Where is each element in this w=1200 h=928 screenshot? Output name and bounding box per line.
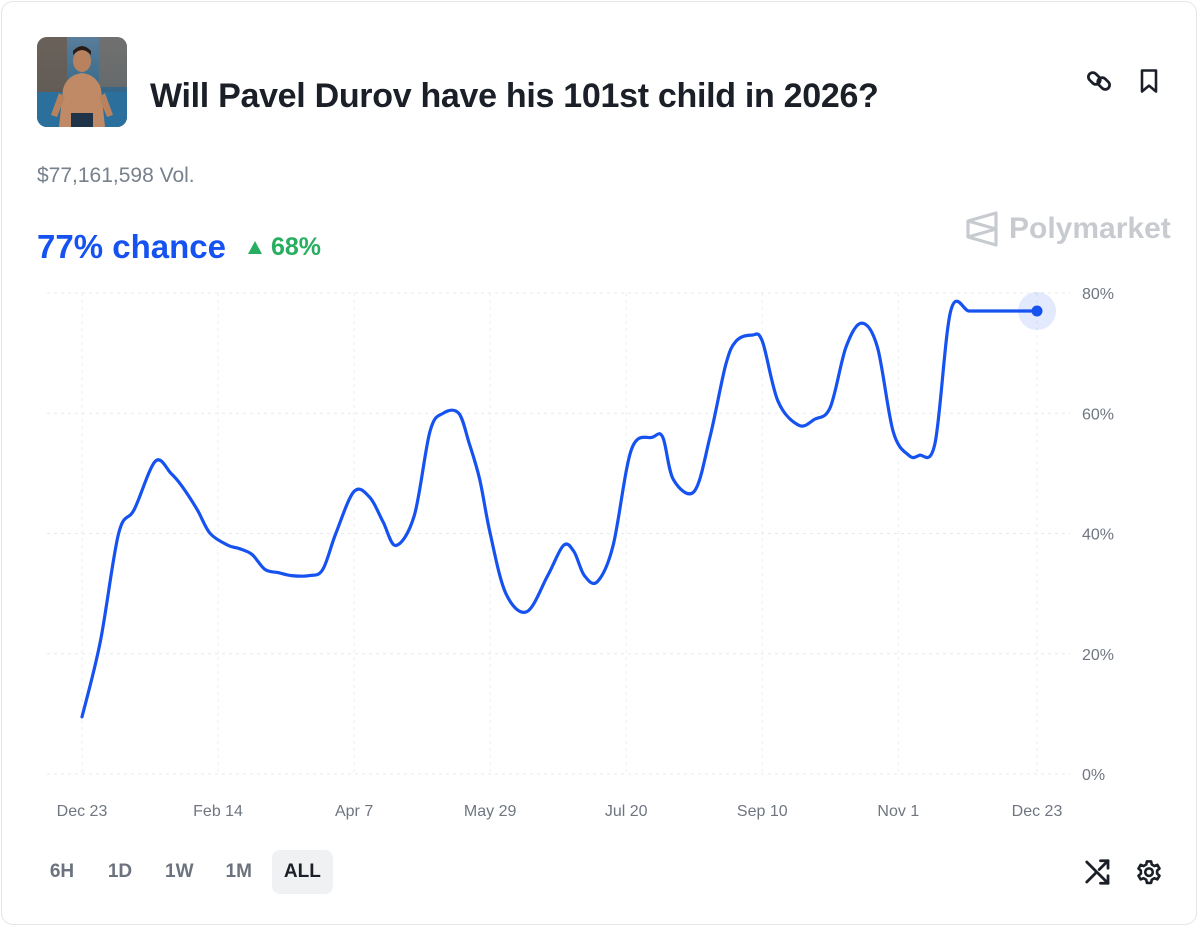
range-1w[interactable]: 1W xyxy=(165,861,194,882)
range-6h[interactable]: 6H xyxy=(49,861,75,882)
y-tick-label: 60% xyxy=(1082,406,1114,423)
settings-button[interactable] xyxy=(1129,852,1169,892)
change-value: 68% xyxy=(271,233,322,261)
chart-series xyxy=(80,292,1056,719)
bookmark-button[interactable] xyxy=(1129,61,1169,101)
y-axis-ticks: 0% 20% 40% 60% 80% xyxy=(1082,286,1114,784)
range-all[interactable]: ALL xyxy=(271,850,333,894)
brand-watermark: Polymarket xyxy=(965,210,1171,248)
x-tick-label: Nov 1 xyxy=(877,803,919,820)
copy-link-button[interactable] xyxy=(1079,61,1119,101)
range-1m[interactable]: 1M xyxy=(225,861,252,882)
gear-icon xyxy=(1137,860,1161,885)
arrow-up-icon xyxy=(248,241,262,254)
probability-chart: 0% 20% 40% 60% 80% Dec 23 Feb 14 Apr 7 May 29 Ju… xyxy=(47,286,1114,820)
y-tick-label: 0% xyxy=(1082,767,1105,784)
shuffle-icon xyxy=(1085,859,1110,885)
market-avatar xyxy=(37,37,127,127)
avatar-image xyxy=(37,37,127,127)
chance-change: 68% xyxy=(248,233,321,262)
y-tick-label: 40% xyxy=(1082,527,1114,544)
x-tick-label: Feb 14 xyxy=(193,803,243,820)
series-line xyxy=(80,299,1039,719)
market-volume: $77,161,598 Vol. xyxy=(37,164,195,187)
brand-name: Polymarket xyxy=(1009,212,1171,245)
x-tick-label: May 29 xyxy=(464,803,517,820)
range-1d[interactable]: 1D xyxy=(107,861,133,882)
current-point xyxy=(1031,305,1043,317)
y-tick-label: 80% xyxy=(1082,286,1114,303)
polymarket-logo-icon xyxy=(966,211,998,247)
market-title: Will Pavel Durov have his 101st child in… xyxy=(150,77,879,115)
x-tick-label: Sep 10 xyxy=(737,803,788,820)
time-range-selector: 6H 1D 1W 1M ALL xyxy=(37,850,333,894)
x-axis-ticks: Dec 23 Feb 14 Apr 7 May 29 Jul 20 Sep 10 Nov 1… xyxy=(57,803,1063,820)
link-icon xyxy=(1087,71,1111,91)
y-tick-label: 20% xyxy=(1082,647,1114,664)
shuffle-button[interactable] xyxy=(1078,852,1118,892)
chart-grid xyxy=(47,292,1070,775)
x-tick-label: Jul 20 xyxy=(605,803,648,820)
x-tick-label: Dec 23 xyxy=(1012,803,1063,820)
bookmark-icon xyxy=(1140,69,1158,93)
x-tick-label: Apr 7 xyxy=(335,803,373,820)
chance-value: 77% chance xyxy=(37,228,226,265)
x-tick-label: Dec 23 xyxy=(57,803,108,820)
